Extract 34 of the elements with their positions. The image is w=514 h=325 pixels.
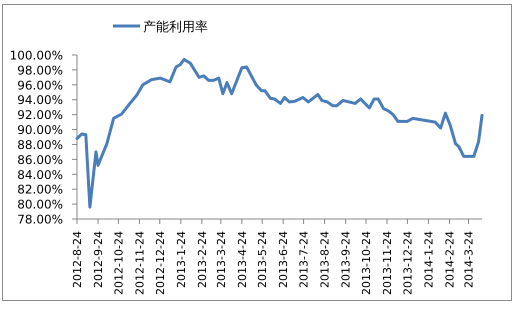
x-tick-label: 2012-12-24 [154, 231, 167, 295]
y-tick-label: 96.00% [17, 78, 63, 92]
y-tick-label: 98.00% [17, 63, 63, 78]
legend: 产能利用率 [113, 20, 208, 35]
x-tick-label: 2013-8-24 [318, 231, 332, 288]
x-tick-label: 2013-9-24 [340, 231, 353, 288]
x-tick-label: 2014-2-24 [443, 231, 456, 288]
x-tick-label: 2013-6-24 [277, 231, 290, 288]
x-tick-label: 2014-3-24 [462, 231, 476, 288]
y-tick-label: 92.00% [17, 108, 63, 122]
x-tick-label: 2012-9-24 [92, 231, 106, 288]
y-tick-label: 88.00% [17, 138, 63, 152]
x-tick-label: 2013-3-24 [214, 231, 228, 288]
y-tick-label: 90.00% [17, 123, 63, 138]
x-tick-label: 2013-2-24 [196, 231, 209, 288]
y-tick-label: 80.00% [17, 198, 63, 212]
x-tick-label: 2013-7-24 [298, 231, 311, 288]
y-tick-label: 84.00% [17, 168, 63, 182]
x-tick-label: 2014-1-24 [422, 231, 436, 288]
x-tick-label: 2013-11-24 [381, 231, 394, 295]
x-tick-label: 2013-5-24 [256, 231, 270, 288]
y-tick-label: 78.00% [17, 212, 63, 226]
x-tick-label: 2012-10-24 [112, 231, 126, 295]
y-tick-label: 82.00% [17, 182, 63, 197]
y-tick-label: 86.00% [17, 152, 63, 167]
x-tick-label: 2012-11-24 [133, 231, 146, 295]
x-tick-label: 2013-10-24 [360, 231, 373, 295]
legend-label: 产能利用率 [143, 19, 208, 35]
x-tick-label: 2013-4-24 [236, 231, 249, 288]
x-tick-label: 2013-1-24 [174, 231, 188, 288]
x-tick-label: 2012-8-24 [71, 231, 84, 288]
y-tick-label: 94.00% [17, 93, 63, 108]
y-tick-label: 100.00% [10, 48, 63, 62]
x-tick-label: 2013-12-24 [401, 231, 414, 295]
